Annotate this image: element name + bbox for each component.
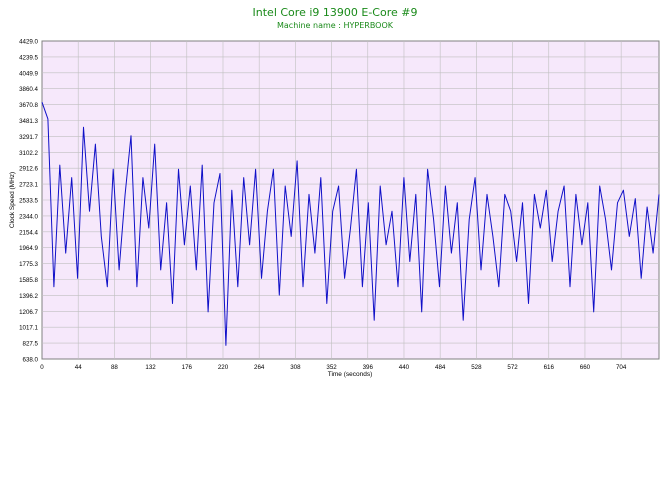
y-tick-label: 1775.3 xyxy=(19,261,38,268)
x-tick-label: 0 xyxy=(40,364,44,371)
y-tick-label: 1017.1 xyxy=(19,325,38,332)
y-tick-label: 3291.7 xyxy=(19,134,38,141)
y-tick-label: 2723.1 xyxy=(19,182,38,189)
y-tick-label: 4049.9 xyxy=(19,70,38,77)
x-tick-label: 660 xyxy=(580,364,591,371)
x-tick-label: 220 xyxy=(218,364,229,371)
x-tick-label: 44 xyxy=(75,364,82,371)
x-tick-labels: 0 44 88 132 176 220 264 308 352 396 440 484 528 572 61… xyxy=(40,364,627,371)
grid-lines xyxy=(42,41,659,359)
x-tick-label: 88 xyxy=(111,364,118,371)
x-tick-label: 352 xyxy=(326,364,337,371)
x-tick-label: 396 xyxy=(363,364,374,371)
x-tick-label: 176 xyxy=(182,364,193,371)
y-tick-label: 1396.2 xyxy=(19,293,38,300)
y-tick-label: 2154.4 xyxy=(19,229,38,236)
y-tick-label: 3481.3 xyxy=(19,118,38,125)
series-layer xyxy=(41,102,660,346)
y-tick-label: 4429.0 xyxy=(19,39,38,46)
x-axis-label: Time (seconds) xyxy=(328,371,373,378)
y-tick-label: 827.5 xyxy=(23,341,39,348)
y-tick-label: 1964.9 xyxy=(19,245,38,252)
y-axis-label: Clock Speed (MHz) xyxy=(9,172,16,228)
x-tick-label: 484 xyxy=(435,364,446,371)
y-tick-label: 2344.0 xyxy=(19,213,38,220)
y-tick-label: 2912.6 xyxy=(19,166,38,173)
y-tick-label: 1585.8 xyxy=(19,277,38,284)
x-tick-label: 440 xyxy=(399,364,410,371)
x-tick-label: 132 xyxy=(145,364,156,371)
chart-subtitle: Machine name : HYPERBOOK xyxy=(277,21,394,30)
y-tick-label: 3860.4 xyxy=(19,86,38,93)
x-tick-label: 528 xyxy=(471,364,482,371)
x-tick-label: 704 xyxy=(616,364,627,371)
y-tick-label: 3670.8 xyxy=(19,102,38,109)
chart-title: Intel Core i9 13900 E-Core #9 xyxy=(253,6,418,19)
y-tick-label: 638.0 xyxy=(23,357,39,364)
series-line xyxy=(41,102,660,346)
y-tick-label: 1206.7 xyxy=(19,309,38,316)
y-tick-label: 3102.2 xyxy=(19,150,38,157)
y-tick-label: 2533.5 xyxy=(19,198,38,205)
x-tick-label: 616 xyxy=(544,364,555,371)
x-tick-label: 308 xyxy=(290,364,301,371)
x-tick-label: 264 xyxy=(254,364,265,371)
y-tick-label: 4239.5 xyxy=(19,54,38,61)
y-tick-labels: 638.0 827.5 1017.1 1206.7 1396.2 1585.8 1775.3… xyxy=(19,39,38,364)
x-tick-label: 572 xyxy=(507,364,518,371)
